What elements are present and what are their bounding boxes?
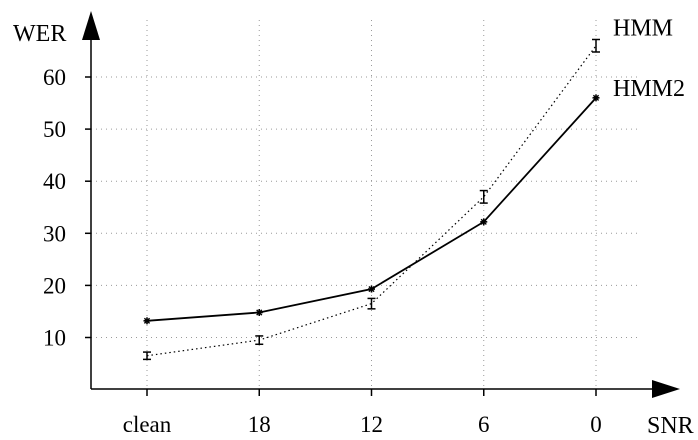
star-stroke [368,285,375,293]
hmm2-star-point [143,317,151,325]
hmm2-star-point [368,285,375,293]
label-layer: HMM HMM2 [613,16,685,102]
series-label-hmm: HMM [613,16,673,42]
star-stroke [592,94,600,101]
x-tick-label: 0 [590,412,602,435]
grid-layer [91,20,640,389]
series-layer [143,38,600,361]
y-tick-label: 10 [43,326,66,351]
y-tick-label: 40 [43,169,66,194]
y-tick-label: 20 [43,273,66,298]
hmm-errorbar-point [479,189,488,204]
hmm-errorbar-point [255,335,264,346]
x-tick-label: 6 [478,412,490,435]
axes-layer: WER SNR [13,11,694,439]
series-label-hmm2: HMM2 [613,76,685,102]
hmm-errorbar-point [367,297,376,310]
x-tick-label: 12 [360,412,383,435]
y-axis-arrowhead [82,11,100,40]
hmm-errorbar-point [143,351,151,361]
x-axis-title: SNR [647,413,694,435]
hmm-errorbar-point [592,38,600,53]
y-tick-label: 50 [43,117,66,142]
hmm2-star-point [592,94,600,102]
y-tick-label: 30 [43,221,66,246]
y-tick-label: 60 [43,65,66,90]
x-tick-label: clean [123,412,172,435]
star-stroke [480,218,487,225]
y-axis-title: WER [13,21,66,47]
star-stroke [143,317,151,324]
star-stroke [256,309,263,316]
hmm2-star-point [255,308,263,316]
x-tick-label: 18 [248,412,271,435]
hmm2-star-point [480,218,488,226]
x-axis-arrowhead [652,380,680,398]
